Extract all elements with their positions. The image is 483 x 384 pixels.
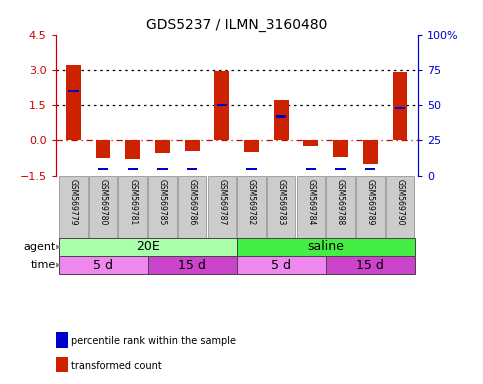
Text: GSM569781: GSM569781 — [128, 179, 137, 225]
Text: 20E: 20E — [136, 240, 159, 253]
Bar — [365, 167, 375, 170]
Title: GDS5237 / ILMN_3160480: GDS5237 / ILMN_3160480 — [146, 18, 327, 32]
Bar — [89, 176, 117, 237]
Text: GSM569786: GSM569786 — [187, 179, 197, 225]
Bar — [237, 257, 326, 274]
Text: GSM569787: GSM569787 — [217, 179, 227, 225]
Text: GSM569790: GSM569790 — [396, 179, 404, 225]
Text: 15 d: 15 d — [356, 259, 384, 272]
Bar — [214, 71, 229, 141]
Bar — [187, 167, 198, 170]
Bar — [237, 176, 266, 237]
Bar — [386, 176, 414, 237]
Text: GSM569785: GSM569785 — [158, 179, 167, 225]
Bar — [335, 167, 346, 170]
Bar — [59, 176, 87, 237]
Bar — [68, 90, 79, 92]
Bar — [306, 167, 316, 170]
Text: 5 d: 5 d — [93, 259, 113, 272]
Text: GSM569779: GSM569779 — [69, 179, 78, 225]
Bar — [157, 167, 168, 170]
Bar — [98, 167, 108, 170]
Bar — [274, 101, 289, 141]
Text: GSM569788: GSM569788 — [336, 179, 345, 225]
Bar — [237, 238, 415, 256]
Bar — [333, 141, 348, 157]
Bar — [244, 141, 259, 152]
Bar — [185, 141, 199, 151]
Text: GSM569783: GSM569783 — [277, 179, 286, 225]
Bar — [96, 141, 111, 158]
Bar — [395, 107, 405, 109]
Bar — [393, 72, 407, 141]
Bar — [326, 257, 415, 274]
Bar — [148, 176, 177, 237]
Text: time: time — [31, 260, 56, 270]
Text: GSM569789: GSM569789 — [366, 179, 375, 225]
Text: percentile rank within the sample: percentile rank within the sample — [71, 336, 236, 346]
Text: GSM569784: GSM569784 — [306, 179, 315, 225]
Bar — [58, 238, 237, 256]
Bar — [246, 167, 256, 170]
Bar — [58, 257, 148, 274]
Bar — [327, 176, 355, 237]
Bar — [125, 141, 140, 159]
Bar — [217, 104, 227, 106]
Bar — [66, 65, 81, 141]
Bar — [303, 141, 318, 146]
Text: GSM569780: GSM569780 — [99, 179, 108, 225]
Text: saline: saline — [307, 240, 344, 253]
Text: 5 d: 5 d — [271, 259, 291, 272]
Bar — [297, 176, 325, 237]
Bar — [178, 176, 206, 237]
Bar — [267, 176, 296, 237]
Bar — [208, 176, 236, 237]
Bar — [148, 257, 237, 274]
Bar — [363, 141, 378, 164]
Bar — [276, 115, 286, 118]
Bar — [155, 141, 170, 153]
Bar — [128, 167, 138, 170]
Text: 15 d: 15 d — [178, 259, 206, 272]
Text: GSM569782: GSM569782 — [247, 179, 256, 225]
Text: transformed count: transformed count — [71, 361, 162, 371]
Text: agent: agent — [24, 242, 56, 252]
Bar — [356, 176, 384, 237]
Bar — [118, 176, 147, 237]
